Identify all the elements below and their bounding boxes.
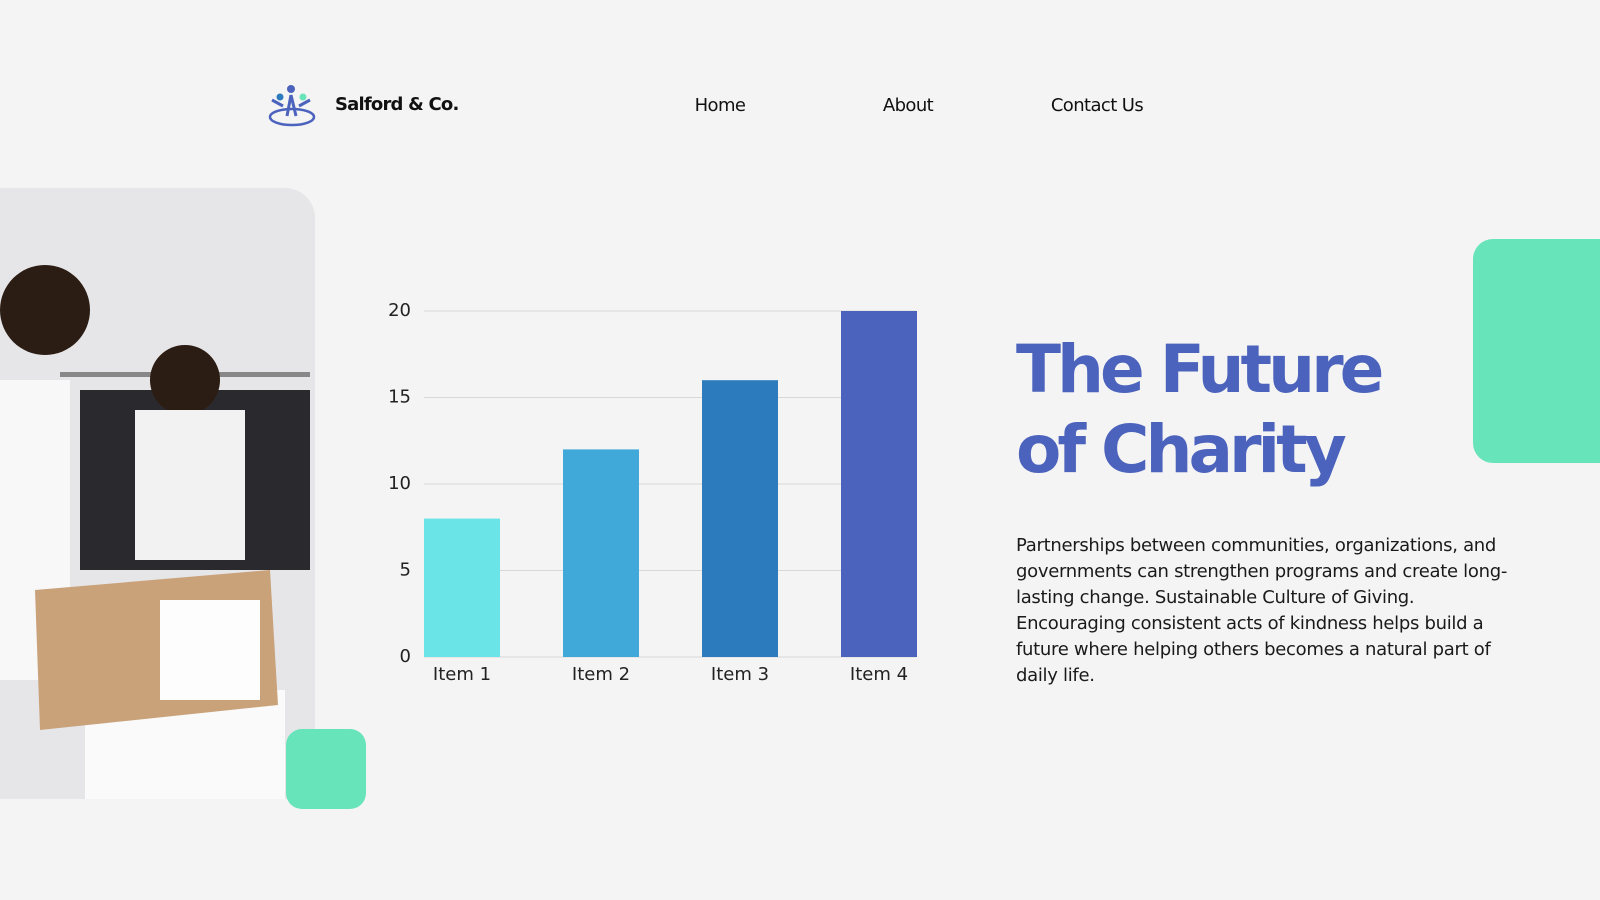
chart: 0 5 10 15 20 Item 1 Item 2 Item 3 Item 4 <box>388 300 917 685</box>
title-line: of Charity <box>1016 411 1347 488</box>
accent-block <box>1473 239 1600 463</box>
y-tick-label: 0 <box>400 646 411 667</box>
nav-link[interactable]: Contact Us <box>1050 95 1144 116</box>
x-tick-label: Item 1 <box>433 664 491 685</box>
x-tick-label: Item 4 <box>850 664 908 685</box>
bar <box>702 380 778 657</box>
y-tick-label: 20 <box>388 300 411 321</box>
hero-body: Partnerships between communities, organi… <box>1016 535 1508 686</box>
y-tick-label: 10 <box>388 473 411 494</box>
brand[interactable]: Salford & Co. <box>335 94 459 115</box>
y-tick-label: 15 <box>388 387 411 408</box>
y-tick-label: 5 <box>400 560 411 581</box>
photo <box>0 188 315 799</box>
hero-title: The Future of Charity <box>1016 330 1384 490</box>
bar <box>841 311 917 657</box>
accent-square <box>286 729 366 809</box>
logo <box>268 85 316 127</box>
bar <box>563 449 639 657</box>
x-tick-label: Item 3 <box>711 664 769 685</box>
x-tick-label: Item 2 <box>572 664 630 685</box>
nav-link[interactable]: Home <box>694 95 746 116</box>
bar <box>424 518 500 657</box>
title-line: The Future <box>1016 331 1384 408</box>
nav-link[interactable]: About <box>882 95 934 116</box>
